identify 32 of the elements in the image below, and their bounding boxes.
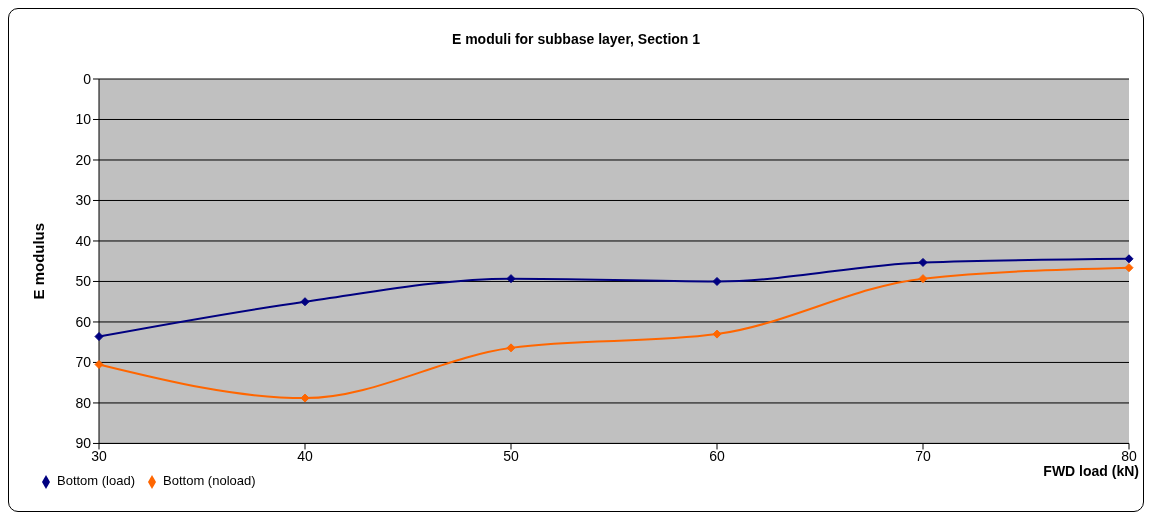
x-tick-label: 40: [297, 448, 313, 465]
x-axis-title: FWD load (kN): [1043, 463, 1139, 479]
y-tick-label: 90: [75, 435, 92, 452]
y-tick-label: 0: [83, 70, 92, 87]
point: [712, 276, 722, 286]
y-axis-title: E modulus: [30, 222, 48, 300]
point: [506, 274, 516, 284]
point: [1124, 254, 1134, 264]
y-tick-label: 10: [75, 111, 92, 128]
point: [918, 274, 928, 284]
y-tick-label: 60: [75, 313, 92, 330]
point: [1124, 263, 1134, 273]
point: [300, 297, 310, 307]
y-tick-label: 20: [75, 151, 92, 168]
legend-label: Bottom (load): [57, 473, 136, 489]
x-tick-label: 30: [91, 448, 107, 465]
point: [94, 332, 104, 342]
point: [300, 393, 310, 403]
legend-label: Bottom (noload): [163, 473, 256, 489]
x-tick-label: 50: [503, 448, 519, 465]
point: [918, 257, 928, 267]
point: [712, 329, 722, 339]
x-tick-label: 60: [709, 448, 725, 465]
y-tick-label: 50: [75, 273, 92, 290]
point: [506, 343, 516, 353]
y-tick-label: 80: [75, 394, 92, 411]
chart-title: E moduli for subbase layer, Section 1: [450, 31, 702, 47]
y-tick-label: 30: [75, 192, 92, 209]
x-tick-label: 70: [915, 448, 931, 465]
y-tick-label: 70: [75, 354, 92, 371]
x-tick-label: 80: [1121, 448, 1137, 465]
y-tick-label: 40: [75, 232, 92, 249]
